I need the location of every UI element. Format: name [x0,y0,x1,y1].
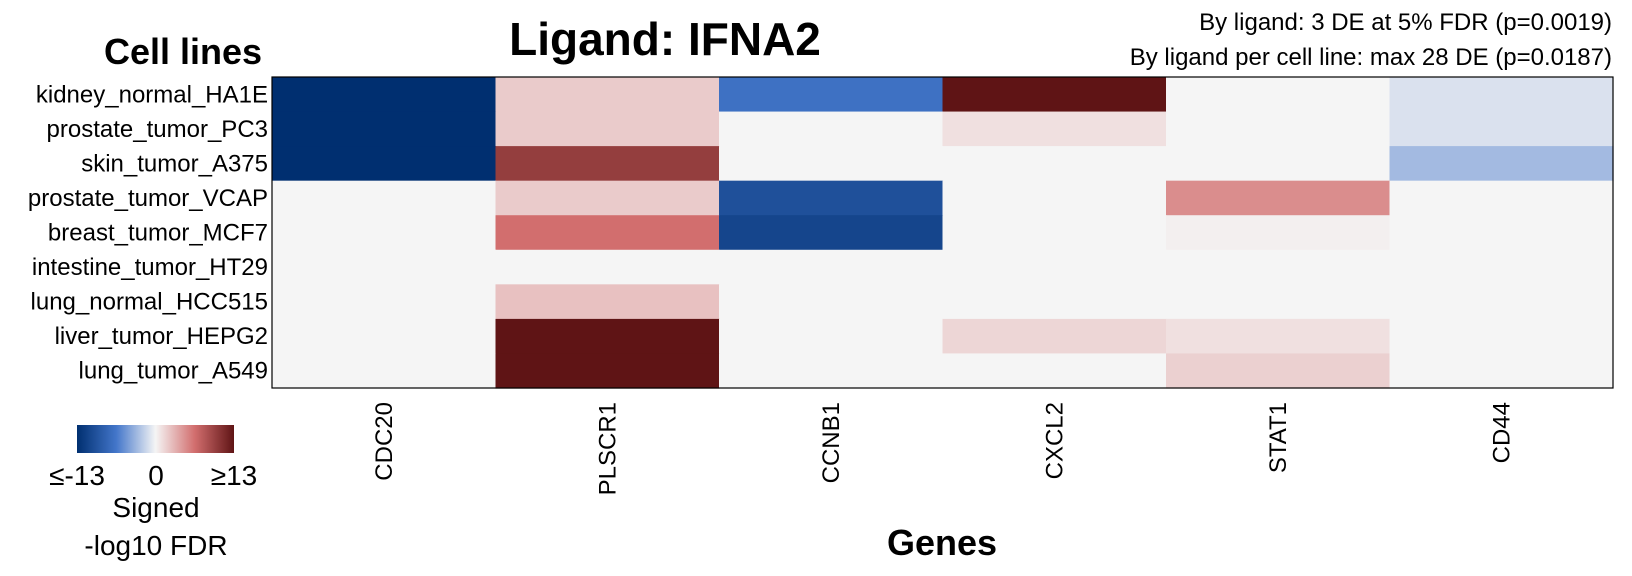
column-label-CCNB1: CCNB1 [818,402,845,483]
row-labels: kidney_normal_HA1E prostate_tumor_PC3skin… [28,81,268,384]
heatmap-cell-kidney_normal_HA1E-PLSCR1 [495,77,720,113]
heatmap-cell-prostate_tumor_VCAP-STAT1 [1166,180,1391,216]
heatmap-cell-lung_tumor_A549-CDC20 [272,353,497,389]
row-label-skin_tumor_A375: skin_tumor_A375 [81,150,268,177]
color-legend: ≤-13 0 ≥13 Signed -log10 FDR [49,425,257,561]
heatmap-cell-skin_tumor_A375-CXCL2 [942,146,1167,182]
heatmap-cell-intestine_tumor_HT29-CDC20 [272,249,497,285]
chart-subtitle-line-2: By ligand per cell line: max 28 DE (p=0.… [1130,44,1612,71]
heatmap-cell-lung_tumor_A549-CXCL2 [942,353,1167,389]
heatmap-cell-lung_tumor_A549-PLSCR1 [495,353,720,389]
heatmap-cell-breast_tumor_MCF7-CCNB1 [719,215,944,251]
heatmap-cell-skin_tumor_A375-PLSCR1 [495,146,720,182]
heatmap-cell-liver_tumor_HEPG2-CXCL2 [942,318,1167,355]
heatmap-cell-lung_normal_HCC515-STAT1 [1166,284,1391,320]
heatmap-cell-intestine_tumor_HT29-CD44 [1389,249,1614,285]
heatmap-cell-prostate_tumor_PC3-CDC20 [272,111,497,147]
heatmap-cell-liver_tumor_HEPG2-STAT1 [1166,318,1391,355]
heatmap-cell-kidney_normal_HA1E-CXCL2 [942,77,1167,113]
x-axis-title: Genes [887,522,997,563]
heatmap-cell-breast_tumor_MCF7-STAT1 [1166,215,1391,251]
row-label-liver_tumor_HEPG2: liver_tumor_HEPG2 [55,323,268,350]
heatmap-cell-skin_tumor_A375-CDC20 [272,146,497,182]
heatmap-cell-lung_tumor_A549-CD44 [1389,353,1614,389]
column-label-PLSCR1: PLSCR1 [594,402,621,495]
chart-title: Ligand: IFNA2 [509,13,821,65]
heatmap-cell-lung_normal_HCC515-CXCL2 [942,284,1167,320]
row-label-lung_normal_HCC515: lung_normal_HCC515 [31,289,268,316]
heatmap-cell-intestine_tumor_HT29-CXCL2 [942,249,1167,285]
legend-gradient-bar [77,425,234,453]
row-label-prostate_tumor_PC3: prostate_tumor_PC3 [47,116,268,143]
heatmap-cell-intestine_tumor_HT29-STAT1 [1166,249,1391,285]
heatmap-cell-prostate_tumor_PC3-STAT1 [1166,111,1391,147]
column-label-STAT1: STAT1 [1265,402,1292,473]
heatmap-cell-skin_tumor_A375-CCNB1 [719,146,944,182]
heatmap-cell-prostate_tumor_PC3-CD44 [1389,111,1614,147]
legend-title-line-1: Signed [112,492,199,523]
heatmap-cell-prostate_tumor_PC3-CCNB1 [719,111,944,147]
column-label-CXCL2: CXCL2 [1041,402,1068,479]
heatmap-cell-intestine_tumor_HT29-PLSCR1 [495,249,720,285]
row-label-lung_tumor_A549: lung_tumor_A549 [79,358,268,385]
heatmap-cell-lung_tumor_A549-STAT1 [1166,353,1391,389]
chart-subtitle-line-1: By ligand: 3 DE at 5% FDR (p=0.0019) [1199,9,1612,36]
legend-max-label: ≥13 [211,460,258,491]
heatmap-cell-prostate_tumor_VCAP-CCNB1 [719,180,944,216]
legend-min-label: ≤-13 [49,460,105,491]
y-axis-title: Cell lines [104,31,262,72]
row-label-intestine_tumor_HT29: intestine_tumor_HT29 [32,254,268,281]
heatmap-cell-lung_normal_HCC515-PLSCR1 [495,284,720,320]
legend-mid-label: 0 [148,460,164,491]
heatmap-cell-skin_tumor_A375-CD44 [1389,146,1614,182]
heatmap-cell-kidney_normal_HA1E-CDC20 [272,77,497,113]
row-label-prostate_tumor_VCAP: prostate_tumor_VCAP [28,185,268,212]
legend-title-line-2: -log10 FDR [84,530,227,561]
column-labels: CDC20 PLSCR1 CCNB1 CXCL2 STAT1 CD44 [371,402,1516,495]
heatmap-cell-breast_tumor_MCF7-CXCL2 [942,215,1167,251]
heatmap-cell-prostate_tumor_VCAP-CDC20 [272,180,497,216]
heatmap-cell-prostate_tumor_PC3-PLSCR1 [495,111,720,147]
heatmap-cell-kidney_normal_HA1E-STAT1 [1166,77,1391,113]
heatmap-cell-breast_tumor_MCF7-PLSCR1 [495,215,720,251]
heatmap-cell-lung_normal_HCC515-CDC20 [272,284,497,320]
heatmap-cell-lung_normal_HCC515-CCNB1 [719,284,944,320]
heatmap-cell-liver_tumor_HEPG2-CD44 [1389,318,1614,355]
heatmap-cell-liver_tumor_HEPG2-CCNB1 [719,318,944,355]
heatmap-cell-breast_tumor_MCF7-CD44 [1389,215,1614,251]
heatmap-cell-lung_tumor_A549-CCNB1 [719,353,944,389]
heatmap-cell-prostate_tumor_PC3-CXCL2 [942,111,1167,147]
column-label-CDC20: CDC20 [371,402,398,481]
heatmap-cell-skin_tumor_A375-STAT1 [1166,146,1391,182]
heatmap-cell-intestine_tumor_HT29-CCNB1 [719,249,944,285]
heatmap-cell-liver_tumor_HEPG2-CDC20 [272,318,497,355]
heatmap-cell-breast_tumor_MCF7-CDC20 [272,215,497,251]
row-label-kidney_normal_HA1E: kidney_normal_HA1E [36,81,268,108]
heatmap-cell-kidney_normal_HA1E-CD44 [1389,77,1614,113]
heatmap-cells [272,77,1614,389]
heatmap-cell-kidney_normal_HA1E-CCNB1 [719,77,944,113]
heatmap-cell-prostate_tumor_VCAP-PLSCR1 [495,180,720,216]
heatmap-cell-lung_normal_HCC515-CD44 [1389,284,1614,320]
heatmap-cell-prostate_tumor_VCAP-CD44 [1389,180,1614,216]
row-label-breast_tumor_MCF7: breast_tumor_MCF7 [48,220,268,247]
plot-border [271,76,1614,389]
column-label-CD44: CD44 [1488,402,1515,463]
heatmap-cell-liver_tumor_HEPG2-PLSCR1 [495,318,720,355]
heatmap-cell-prostate_tumor_VCAP-CXCL2 [942,180,1167,216]
